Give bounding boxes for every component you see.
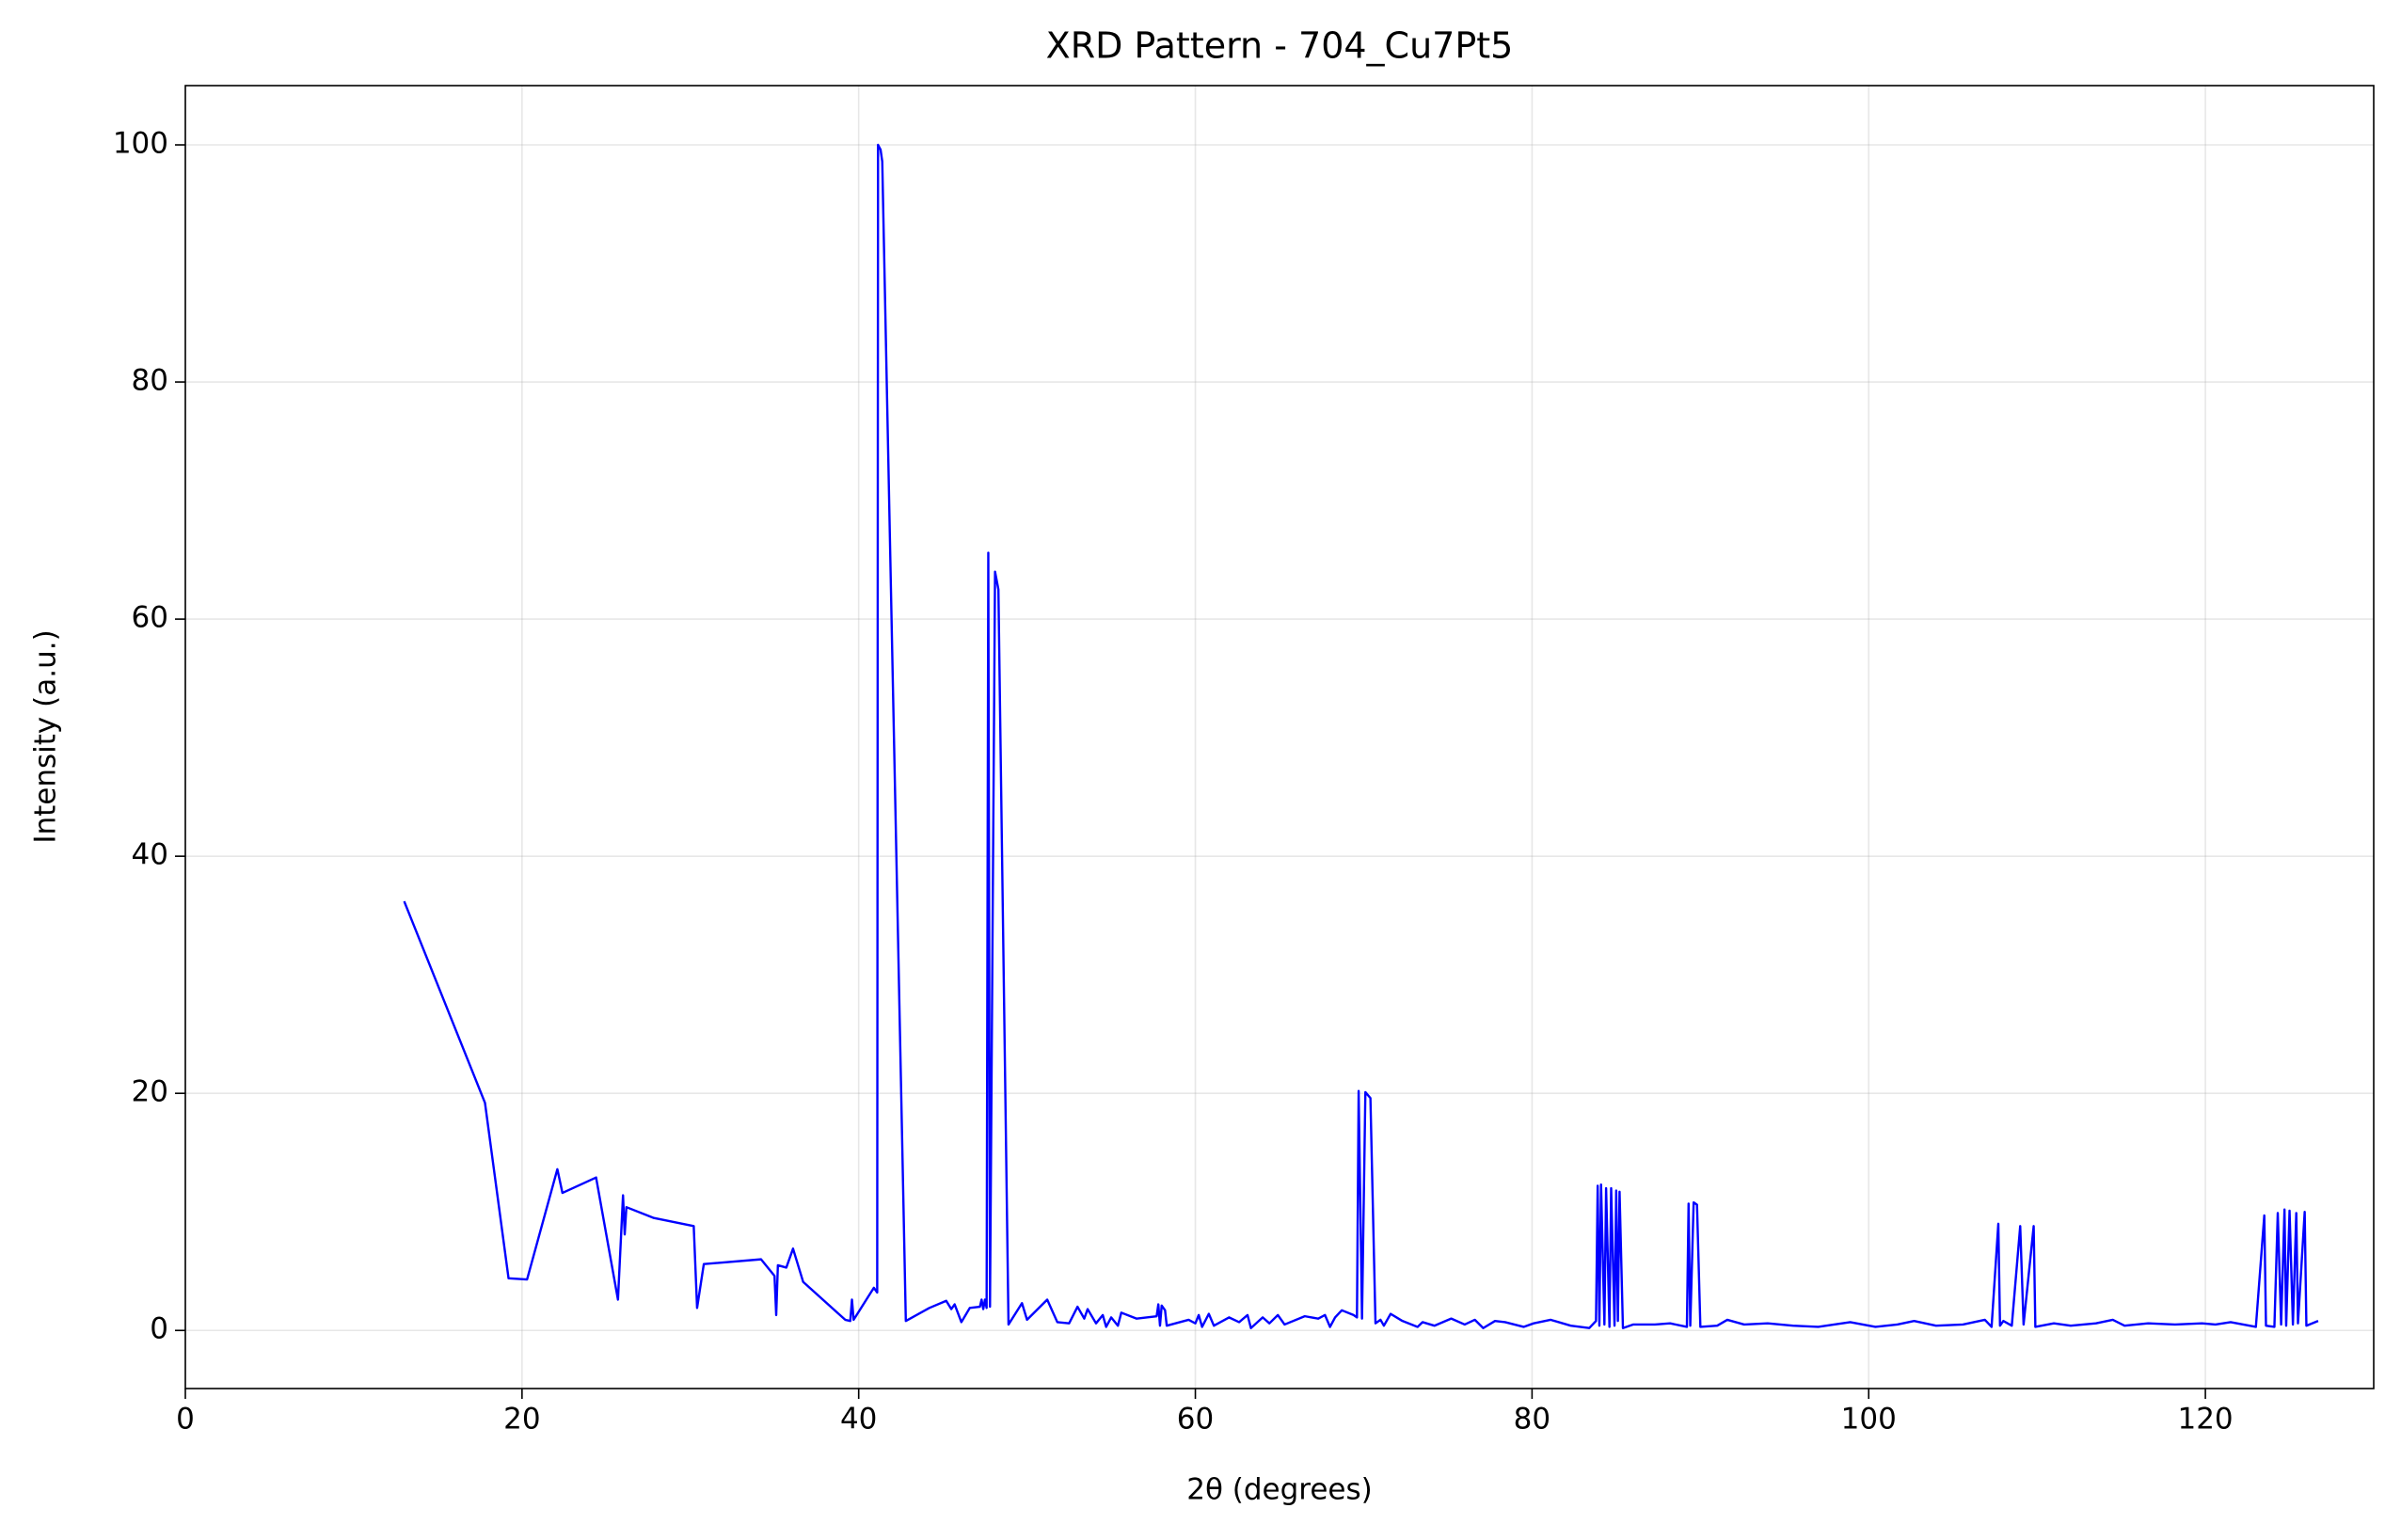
y-tick-label: 80 (132, 364, 168, 398)
y-tick-label: 60 (132, 601, 168, 635)
x-tick-label: 60 (1177, 1403, 1214, 1437)
data-line (403, 143, 2319, 1329)
x-tick-label: 20 (503, 1403, 540, 1437)
y-tick-label: 0 (150, 1312, 168, 1346)
plot-frame (184, 85, 2375, 1389)
x-tick-label: 100 (1841, 1403, 1897, 1437)
x-tick-label: 80 (1514, 1403, 1550, 1437)
y-tick-label: 40 (132, 838, 168, 872)
chart-title: XRD Pattern - 704_Cu7Pt5 (1046, 25, 1514, 67)
y-tick-label: 20 (132, 1075, 168, 1109)
x-tick-label: 120 (2177, 1403, 2233, 1437)
y-axis-label: Intensity (a.u.) (29, 629, 63, 843)
x-tick-label: 40 (840, 1403, 877, 1437)
y-tick-label: 100 (113, 127, 168, 161)
x-axis-label: 2θ (degrees) (1186, 1473, 1373, 1507)
x-tick-label: 0 (176, 1403, 195, 1437)
